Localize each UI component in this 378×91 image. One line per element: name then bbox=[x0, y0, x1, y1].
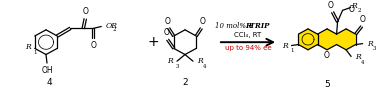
Text: O: O bbox=[164, 28, 170, 37]
Text: 2: 2 bbox=[358, 8, 361, 13]
Text: 1: 1 bbox=[290, 48, 294, 53]
Text: O: O bbox=[324, 51, 330, 60]
Text: 2: 2 bbox=[182, 78, 188, 87]
Text: R: R bbox=[352, 2, 357, 10]
Text: O: O bbox=[165, 17, 171, 26]
Text: OH: OH bbox=[41, 66, 53, 75]
Text: R: R bbox=[25, 43, 31, 51]
Text: 4: 4 bbox=[203, 64, 206, 69]
Text: 3: 3 bbox=[373, 47, 376, 52]
Text: 4: 4 bbox=[46, 78, 52, 87]
Text: -TRIP: -TRIP bbox=[249, 22, 270, 30]
Text: R: R bbox=[367, 40, 372, 48]
Text: R: R bbox=[355, 53, 361, 61]
Text: CCl₄, RT: CCl₄, RT bbox=[234, 32, 262, 38]
Text: O: O bbox=[328, 1, 333, 10]
Text: R: R bbox=[245, 22, 251, 30]
Text: R: R bbox=[282, 41, 288, 50]
Text: +: + bbox=[147, 35, 159, 49]
Text: 1: 1 bbox=[34, 50, 37, 55]
Text: OR: OR bbox=[105, 22, 117, 30]
Text: R: R bbox=[197, 57, 203, 65]
Polygon shape bbox=[299, 29, 356, 50]
Text: O: O bbox=[360, 15, 366, 24]
Text: R: R bbox=[167, 57, 173, 65]
Text: O: O bbox=[82, 7, 88, 16]
Text: O: O bbox=[349, 5, 355, 14]
Text: O: O bbox=[199, 17, 205, 26]
Text: 4: 4 bbox=[361, 60, 365, 65]
Text: O: O bbox=[90, 41, 96, 50]
Text: 5: 5 bbox=[324, 80, 330, 89]
Text: up to 94% ee: up to 94% ee bbox=[225, 45, 271, 51]
Text: 2: 2 bbox=[113, 27, 116, 32]
Text: 3: 3 bbox=[176, 64, 180, 69]
Text: 10 mol%: 10 mol% bbox=[215, 22, 248, 30]
